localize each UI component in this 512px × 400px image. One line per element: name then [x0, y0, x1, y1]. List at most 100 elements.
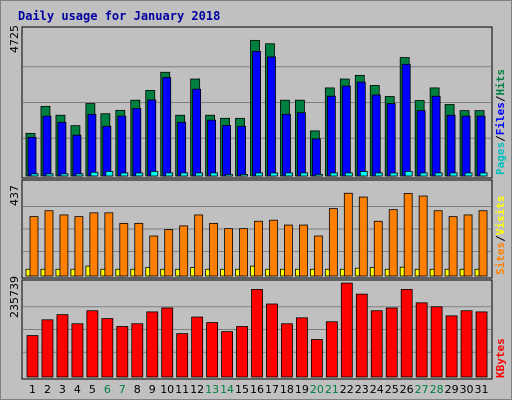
x-tick-label: 25	[385, 383, 399, 396]
x-tick-label: 21	[325, 383, 339, 396]
chart-title: Daily usage for January 2018	[18, 9, 220, 23]
visits-bar	[373, 220, 383, 277]
pages-bar	[404, 170, 413, 177]
kbytes-bar	[475, 311, 488, 378]
x-tick-label: 20	[310, 383, 324, 396]
x-tick-label: 19	[295, 383, 309, 396]
x-tick-label: 30	[460, 383, 474, 396]
visits-bar	[328, 208, 338, 277]
x-tick-label: 7	[119, 383, 126, 396]
top-legend: Pages/Files/Hits	[494, 69, 507, 175]
x-tick-label: 12	[190, 383, 204, 396]
files-bar	[27, 136, 37, 177]
visits-bar	[74, 216, 84, 277]
files-bar	[461, 115, 471, 177]
files-bar	[267, 56, 276, 177]
kbytes-bar	[400, 289, 413, 378]
kbytes-bar	[71, 323, 84, 378]
x-tick-label: 11	[175, 383, 189, 396]
files-bar	[87, 113, 97, 177]
pages-bar	[180, 172, 189, 177]
pages-bar	[374, 172, 383, 177]
kbytes-bar	[86, 310, 99, 378]
pages-bar	[359, 170, 368, 177]
pages-bar	[135, 172, 144, 177]
pages-bar	[30, 173, 39, 177]
x-tick-label: 10	[160, 383, 174, 396]
kbytes-bar	[415, 302, 428, 378]
visits-bar	[388, 209, 398, 277]
visits-bar	[134, 222, 144, 277]
kbytes-bar	[221, 331, 233, 378]
files-bar	[222, 124, 231, 177]
files-bar	[431, 95, 441, 177]
kbytes-bar	[251, 289, 263, 378]
files-bar	[147, 99, 157, 177]
pages-bar	[120, 172, 129, 177]
pages-bar	[389, 172, 398, 177]
kbytes-bar	[56, 314, 69, 378]
pages-bar	[479, 172, 488, 177]
files-bar	[311, 138, 321, 177]
kbytes-bar	[26, 335, 39, 378]
legend-kbytes: KBytes	[494, 338, 507, 378]
files-bar	[386, 103, 396, 177]
legend-pages: Pages	[494, 142, 507, 175]
pages-bar	[195, 172, 204, 177]
visits-bar	[448, 216, 458, 277]
visits-bar	[179, 225, 189, 277]
kbytes-bar	[41, 319, 54, 378]
kbytes-bar	[266, 303, 278, 378]
visits-bar	[44, 210, 54, 277]
files-bar	[72, 134, 82, 177]
pages-bar	[45, 173, 54, 177]
legend-sep: /	[494, 95, 507, 102]
visits-bar	[149, 235, 159, 277]
visits-bar	[269, 219, 278, 277]
files-bar	[117, 115, 127, 177]
pages-bar	[314, 174, 323, 177]
files-bar	[371, 94, 381, 177]
kbytes-bar	[340, 282, 353, 378]
visits-bar	[164, 229, 174, 277]
visits-bar	[89, 212, 99, 277]
visits-bar	[478, 210, 488, 277]
visits-bar	[299, 224, 308, 277]
x-tick-label: 8	[134, 383, 141, 396]
pages-bar	[75, 173, 84, 177]
kbytes-bar	[296, 317, 308, 378]
x-tick-label: 5	[89, 383, 96, 396]
x-tick-label: 13	[205, 383, 219, 396]
legend-sites: Sites	[494, 242, 507, 275]
visits-bar	[463, 214, 473, 277]
files-bar	[237, 125, 246, 177]
visits-bar	[104, 212, 114, 277]
files-bar	[282, 113, 291, 177]
pages-bar	[434, 172, 443, 177]
pages-bar	[150, 170, 159, 177]
x-tick-label: 28	[430, 383, 444, 396]
x-tick-label: 16	[250, 383, 264, 396]
x-tick-label: 3	[59, 383, 66, 396]
pages-bar	[90, 171, 99, 177]
pages-bar	[255, 172, 263, 177]
files-bar	[132, 108, 142, 177]
svg-text:KBytes: KBytes	[494, 338, 507, 378]
files-bar	[162, 77, 172, 177]
pages-bar	[240, 174, 248, 177]
x-tick-label: 17	[265, 383, 279, 396]
files-bar	[416, 110, 426, 177]
pages-bar	[300, 172, 308, 177]
files-bar	[297, 112, 306, 177]
files-bar	[341, 85, 351, 177]
files-bar	[177, 121, 187, 177]
legend-files: Files	[494, 102, 507, 135]
kbytes-bar	[206, 322, 219, 378]
kbytes-bar	[176, 333, 189, 378]
files-bar	[57, 121, 67, 177]
x-tick-label: 14	[220, 383, 234, 396]
pages-bar	[210, 172, 219, 177]
visits-bar	[433, 210, 443, 277]
kbytes-bar	[370, 310, 383, 378]
